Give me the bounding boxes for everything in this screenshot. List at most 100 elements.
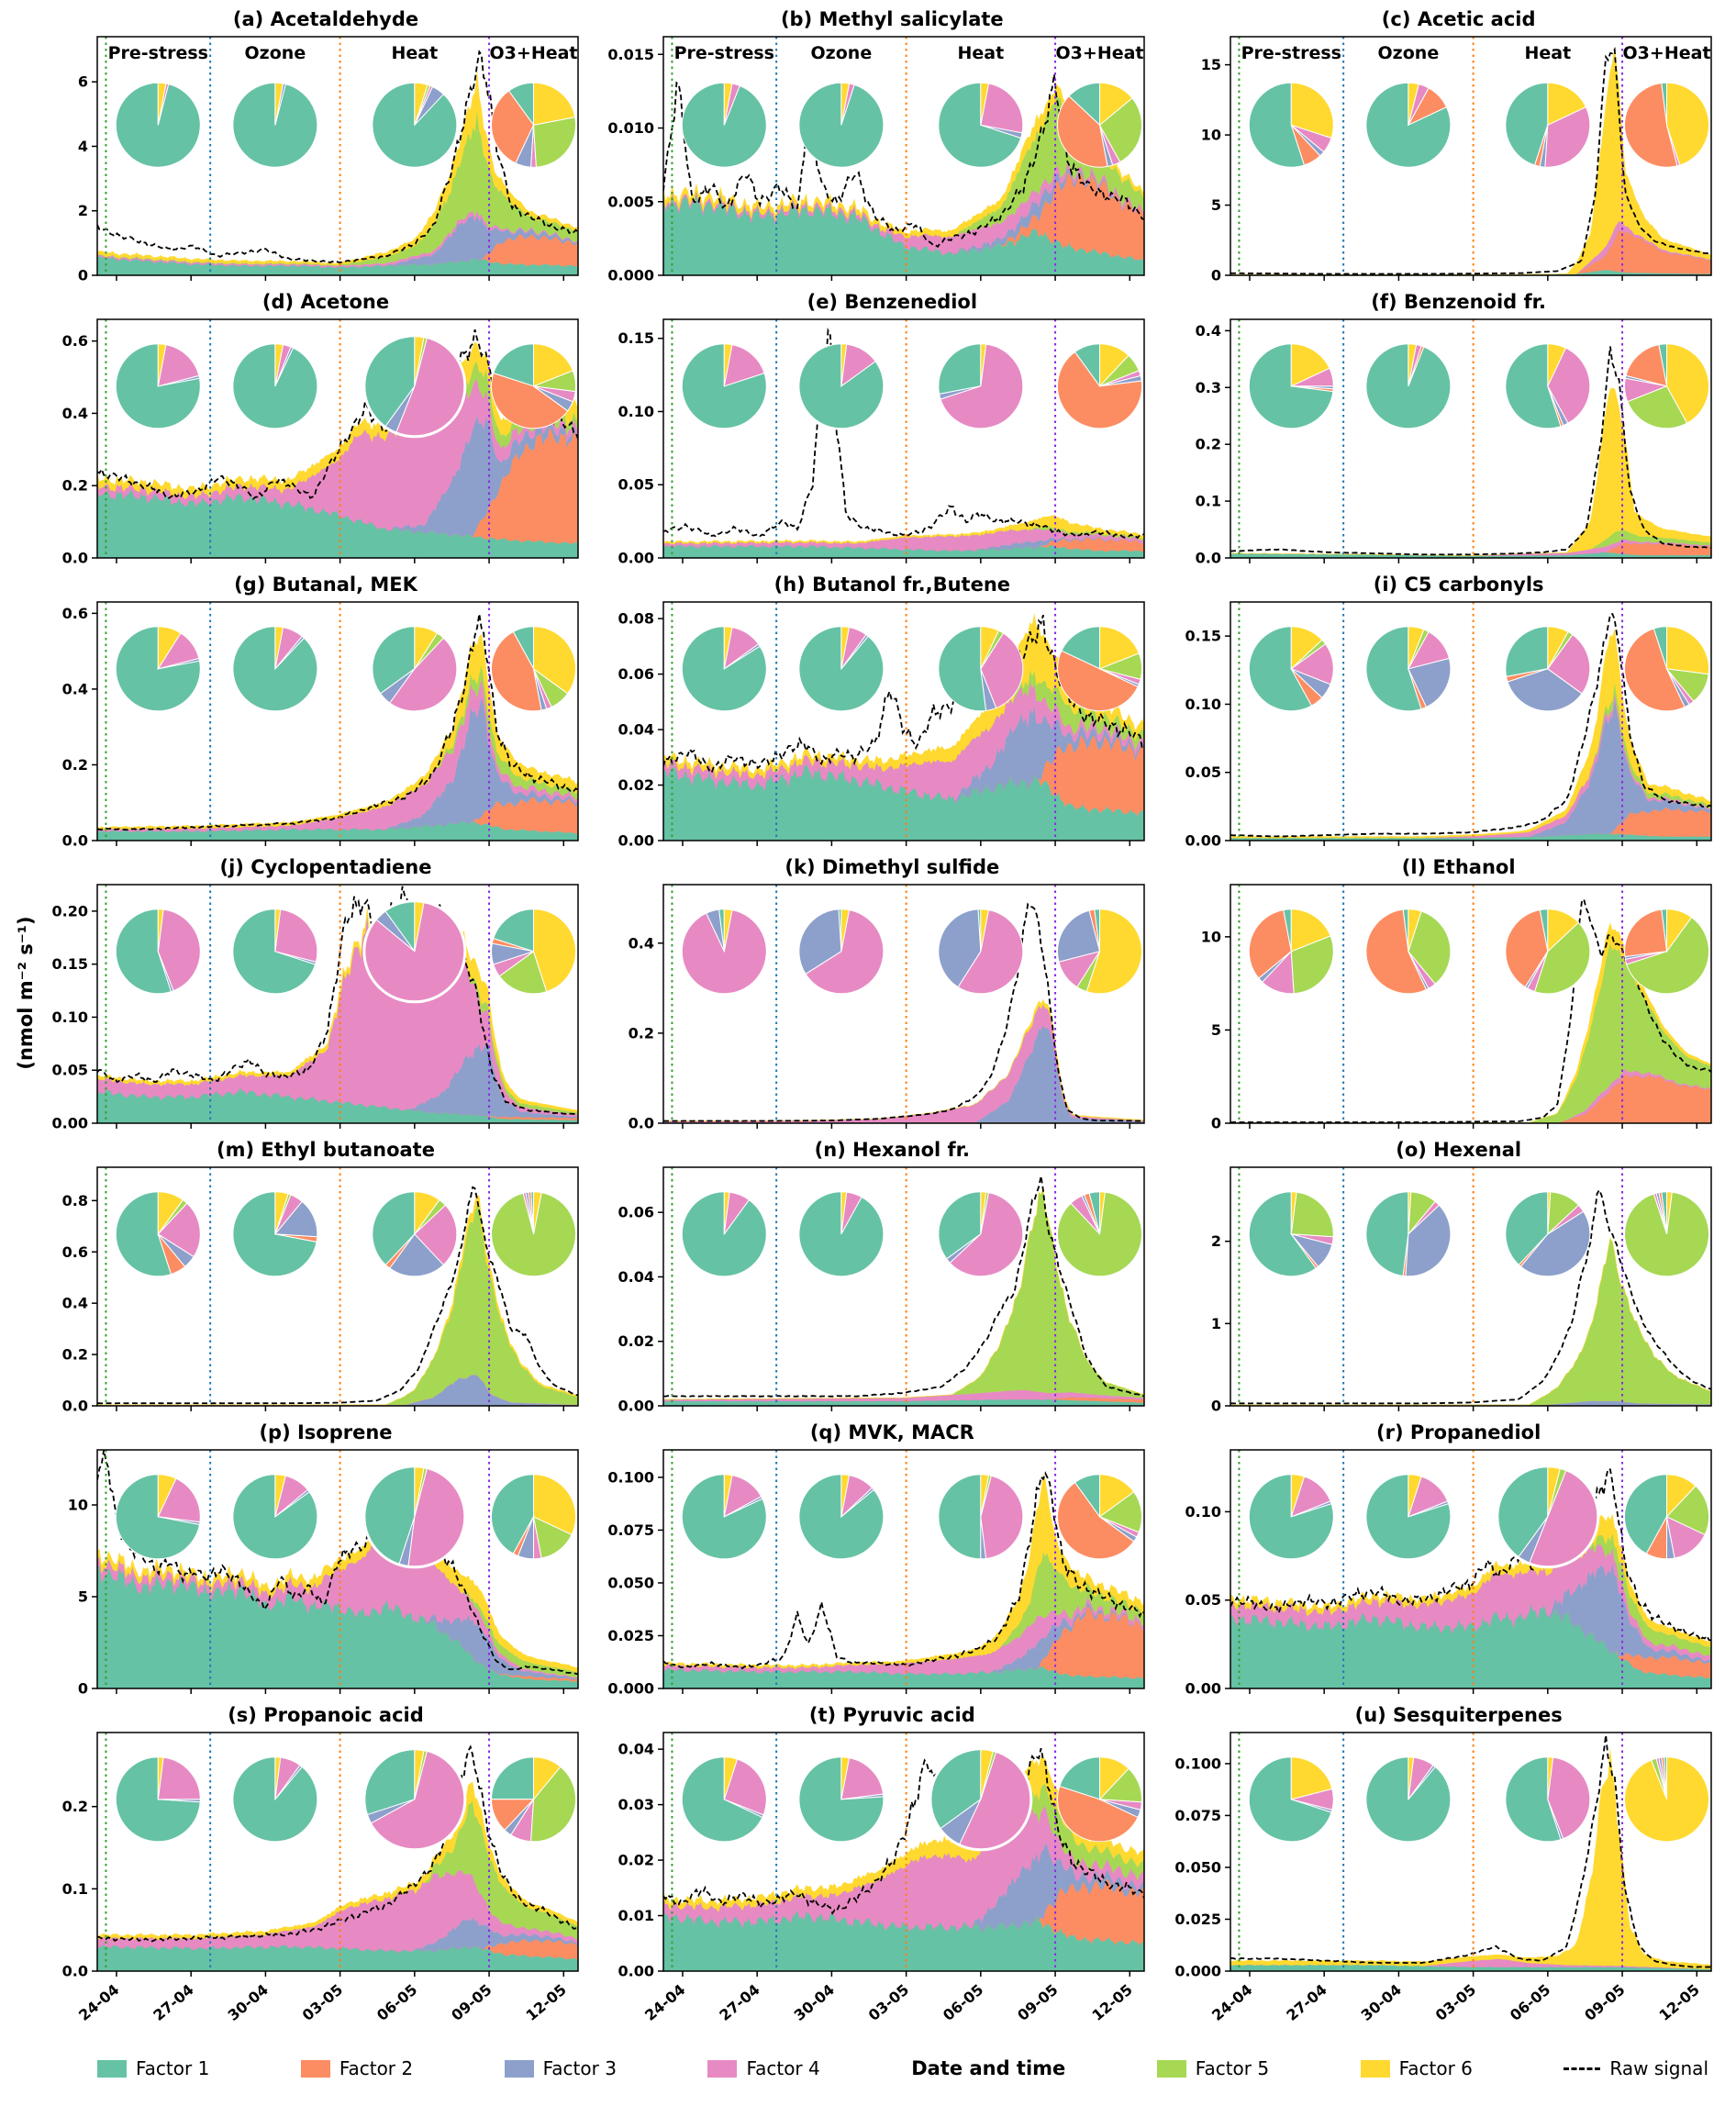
x-tick-label: 03-05 — [1431, 1981, 1478, 2024]
pie-u-period-1 — [1248, 1756, 1334, 1843]
pie-slice-factor-6 — [1086, 908, 1143, 995]
pie-o-period-2 — [1365, 1191, 1452, 1277]
pie-slice-factor-5 — [533, 116, 576, 168]
pie-slice-factor-2 — [491, 630, 542, 712]
pie-slice-factor-6 — [1623, 1756, 1709, 1843]
pie-i-period-2 — [1365, 626, 1452, 712]
pie-slice-factor-6 — [1099, 1474, 1135, 1518]
pie-slice-factor-1 — [682, 1756, 763, 1843]
pie-slice-factor-4 — [1546, 347, 1590, 424]
plot-frame — [96, 1449, 579, 1689]
x-tick-label: 27-04 — [717, 1981, 763, 2024]
pie-c-period-2 — [1365, 82, 1451, 168]
raw-signal-line-l — [1230, 897, 1711, 1123]
y-tick-label: 0.02 — [618, 1852, 654, 1869]
y-tick-label: 0.0 — [62, 550, 88, 567]
raw-signal-line-t — [663, 1747, 1145, 1915]
pie-slice-factor-6 — [414, 1191, 440, 1236]
pie-d-period-3 — [362, 334, 467, 439]
pie-slice-factor-6 — [724, 1191, 730, 1234]
pie-slice-factor-4 — [980, 632, 1024, 709]
x-tick-label: 03-05 — [299, 1981, 346, 2024]
legend-swatch-factor-4 — [707, 2059, 738, 2078]
y-tick-label: 0 — [1211, 1398, 1221, 1415]
pie-slice-factor-2 — [1623, 908, 1667, 958]
panel-i: (i) C5 carbonyls 0.00 0.05 0.10 0.15 — [1166, 573, 1729, 853]
pie-t-period-3 — [929, 1747, 1033, 1852]
period-label-3: O3+Heat — [490, 43, 578, 63]
pie-slice-factor-2 — [1057, 1785, 1140, 1843]
panel-m: (m) Ethyl butanoate 0.0 0.2 0.4 0.6 0.8 — [33, 1138, 595, 1419]
pie-slice-factor-2 — [1365, 908, 1427, 995]
pie-slice-factor-6 — [840, 343, 848, 386]
y-tick-label: 0.100 — [608, 1468, 655, 1486]
x-tick-label: 27-04 — [150, 1981, 196, 2024]
y-tick-label: 5 — [1211, 1021, 1221, 1039]
pie-slice-factor-2 — [491, 372, 569, 429]
pie-p-period-1 — [115, 1474, 201, 1560]
pie-slice-factor-1 — [938, 626, 987, 712]
y-tick-label: 0.02 — [618, 1332, 654, 1350]
panel-o: (o) Hexenal 0 1 2 — [1166, 1138, 1729, 1419]
pie-slice-factor-6 — [157, 1474, 177, 1518]
pie-slice-factor-3 — [1057, 909, 1101, 963]
y-tick-label: 0.2 — [1195, 436, 1220, 453]
x-tick-label: 06-05 — [940, 1981, 986, 2024]
pie-slice-factor-5 — [1098, 1491, 1143, 1533]
legend-dash-swatch — [1564, 2067, 1601, 2070]
y-tick-label: 0.04 — [618, 1268, 654, 1286]
panel-title-p: (p) Isoprene — [259, 1421, 393, 1443]
y-tick-label: 0.075 — [1174, 1807, 1221, 1824]
y-tick-label: 0.4 — [629, 934, 654, 952]
pie-slice-factor-1 — [372, 626, 416, 695]
pie-slice-factor-2 — [1623, 628, 1686, 712]
raw-signal-line-u — [1230, 1734, 1711, 1968]
area-o-factor-6 — [1230, 1237, 1711, 1406]
area-l-factor-2 — [1230, 1073, 1711, 1123]
pie-p-period-3 — [362, 1465, 467, 1569]
y-tick-label: 0.03 — [618, 1796, 654, 1813]
pie-r-period-1 — [1248, 1474, 1334, 1560]
pie-r-period-4 — [1623, 1474, 1709, 1560]
area-k-factor-6 — [663, 998, 1145, 1121]
x-tick-label: 24-04 — [1208, 1981, 1255, 2024]
panel-r: (r) Propanediol 0.00 0.05 0.10 — [1166, 1421, 1729, 1701]
panel-title-r: (r) Propanediol — [1376, 1421, 1541, 1443]
y-tick-label: 0.00 — [618, 1963, 654, 1980]
y-tick-label: 0.3 — [1195, 379, 1220, 396]
pie-slice-factor-4 — [840, 1757, 885, 1800]
y-tick-label: 0.05 — [52, 1062, 88, 1079]
y-tick-label: 0.0 — [1195, 550, 1220, 567]
y-tick-label: 0.00 — [52, 1115, 88, 1132]
pie-slice-factor-6 — [1546, 626, 1569, 670]
pie-q-period-1 — [682, 1474, 768, 1560]
pie-slice-factor-6 — [1099, 343, 1130, 388]
pie-slice-factor-3 — [1405, 1204, 1452, 1277]
legend-swatch-factor-5 — [1156, 2059, 1186, 2078]
x-tick-label: 24-04 — [75, 1981, 122, 2024]
raw-signal-line-s — [97, 1744, 578, 1943]
pie-h-period-1 — [682, 626, 768, 712]
pie-slice-factor-5 — [1290, 935, 1334, 995]
pie-n-period-2 — [798, 1191, 885, 1277]
chart-n: 0.00 0.02 0.04 0.06 — [618, 1166, 1146, 1415]
y-tick-label: 0.00 — [618, 550, 654, 567]
pie-f-period-2 — [1365, 343, 1452, 429]
x-tick-label: 30-04 — [225, 1981, 272, 2024]
pie-slice-factor-4 — [957, 909, 1024, 995]
plot-frame — [662, 36, 1146, 276]
period-label-1: Ozone — [1377, 43, 1439, 63]
y-tick-label: 0.20 — [52, 902, 88, 919]
pie-o-period-3 — [1505, 1191, 1590, 1277]
pie-slice-factor-1 — [1248, 1756, 1332, 1843]
pie-g-period-2 — [232, 626, 318, 712]
pie-slice-factor-6 — [1546, 908, 1579, 953]
y-tick-label: 0.15 — [52, 955, 88, 973]
y-tick-label: 0.01 — [618, 1907, 654, 1924]
period-label-2: Heat — [391, 43, 438, 63]
pie-slice-factor-6 — [840, 626, 851, 669]
pie-slice-factor-5 — [498, 950, 548, 995]
pie-slice-factor-2 — [1248, 909, 1292, 979]
raw-signal-line-p — [97, 1450, 578, 1676]
x-tick-label: 09-05 — [448, 1981, 495, 2024]
